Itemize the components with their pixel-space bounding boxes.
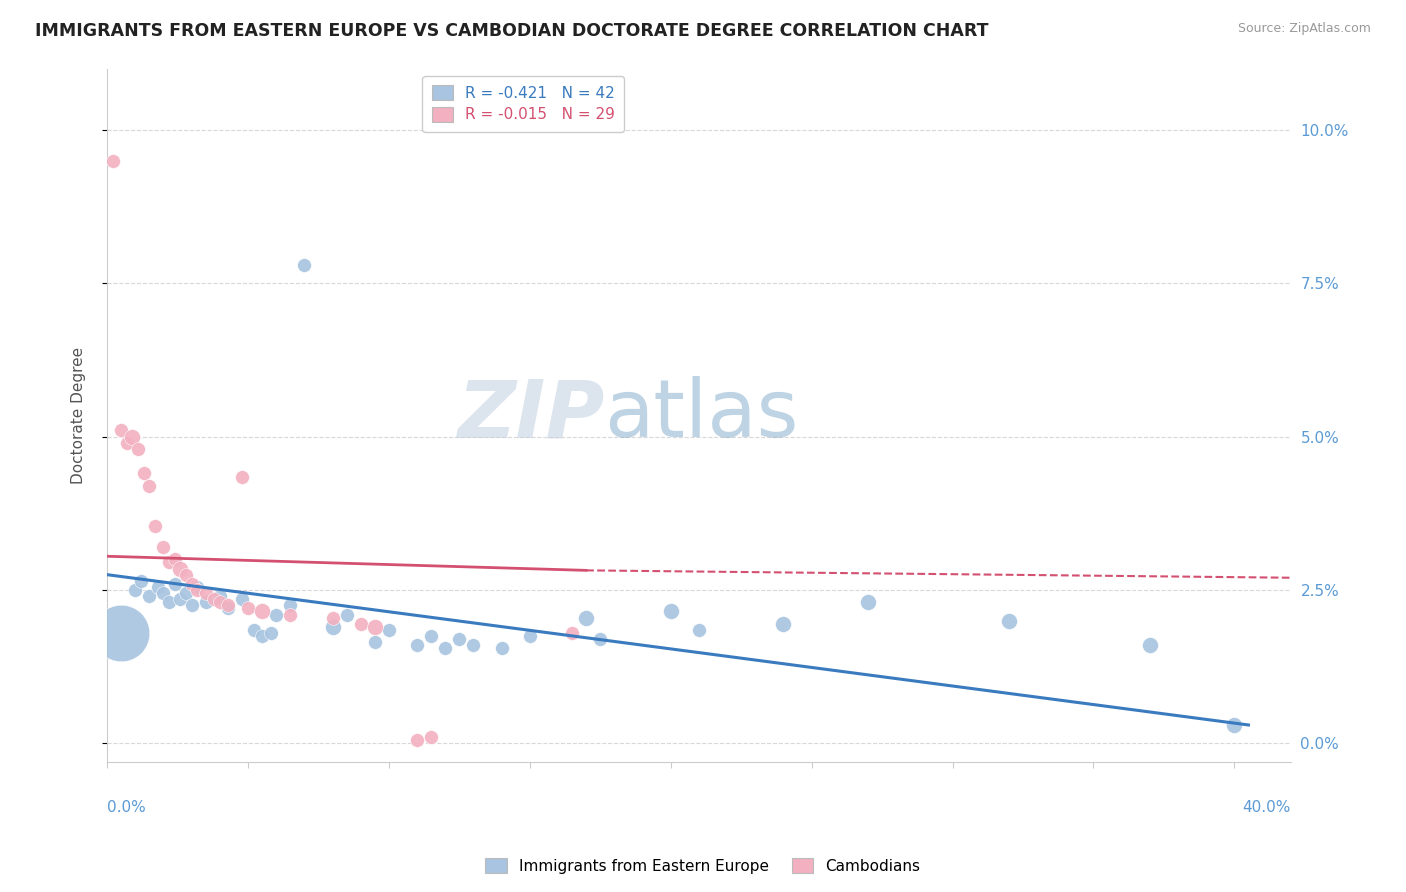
Point (449, 632, 471, 646)
Point (420, 731, 443, 745)
Point (491, 641, 513, 656)
Point (589, 632, 612, 646)
Point (856, 595, 879, 609)
Point (194, 595, 217, 609)
Point (115, 435, 138, 450)
Point (278, 599, 301, 613)
Legend: Immigrants from Eastern Europe, Cambodians: Immigrants from Eastern Europe, Cambodia… (479, 852, 927, 880)
Point (208, 595, 231, 609)
Text: Source: ZipAtlas.com: Source: ZipAtlas.com (1237, 22, 1371, 36)
Point (208, 589, 231, 603)
Point (322, 620, 344, 634)
Point (186, 580, 208, 594)
Point (998, 614, 1021, 628)
Point (217, 599, 239, 613)
Point (180, 599, 202, 613)
Point (250, 629, 273, 643)
Point (138, 479, 160, 493)
Point (110, 626, 132, 640)
Point (138, 589, 160, 603)
Point (169, 592, 191, 607)
Point (180, 577, 202, 591)
Point (169, 561, 191, 575)
Point (406, 733, 429, 747)
Point (146, 580, 169, 594)
Point (163, 552, 186, 566)
Point (264, 607, 287, 622)
Point (186, 582, 208, 597)
Point (278, 607, 301, 622)
Point (659, 605, 682, 619)
Point (259, 626, 281, 640)
Point (336, 607, 359, 622)
Point (250, 605, 273, 619)
Point (202, 592, 225, 607)
Point (688, 623, 710, 637)
Point (127, 442, 149, 456)
Point (434, 641, 457, 656)
Point (378, 623, 401, 637)
Point (463, 638, 485, 652)
Point (420, 629, 443, 643)
Point (101, 153, 124, 168)
Point (194, 586, 217, 600)
Point (174, 567, 197, 582)
Point (231, 592, 253, 607)
Text: 0.0%: 0.0% (107, 800, 146, 815)
Point (519, 629, 541, 643)
Point (772, 616, 794, 631)
Point (217, 601, 239, 615)
Point (152, 540, 174, 554)
Point (350, 616, 373, 631)
Point (143, 518, 166, 533)
Legend: R = -0.421   N = 42, R = -0.015   N = 29: R = -0.421 N = 42, R = -0.015 N = 29 (422, 76, 624, 132)
Point (121, 429, 143, 443)
Point (129, 574, 152, 588)
Point (157, 555, 180, 569)
Point (364, 635, 387, 649)
Point (406, 638, 429, 652)
Text: ZIP: ZIP (457, 376, 605, 454)
Point (152, 586, 174, 600)
Point (124, 582, 146, 597)
Text: atlas: atlas (605, 376, 799, 454)
Point (364, 620, 387, 634)
Point (236, 601, 259, 615)
Point (242, 623, 264, 637)
Point (575, 610, 598, 624)
Text: IMMIGRANTS FROM EASTERN EUROPE VS CAMBODIAN DOCTORATE DEGREE CORRELATION CHART: IMMIGRANTS FROM EASTERN EUROPE VS CAMBOD… (35, 22, 988, 40)
Point (231, 469, 253, 483)
Point (561, 626, 583, 640)
Y-axis label: Doctorate Degree: Doctorate Degree (72, 347, 86, 483)
Point (132, 467, 155, 481)
Point (1139, 638, 1161, 652)
Point (174, 586, 197, 600)
Point (163, 577, 186, 591)
Point (292, 258, 315, 272)
Point (157, 595, 180, 609)
Point (110, 424, 132, 438)
Point (322, 610, 344, 624)
Point (1223, 718, 1246, 732)
Text: 40.0%: 40.0% (1243, 800, 1291, 815)
